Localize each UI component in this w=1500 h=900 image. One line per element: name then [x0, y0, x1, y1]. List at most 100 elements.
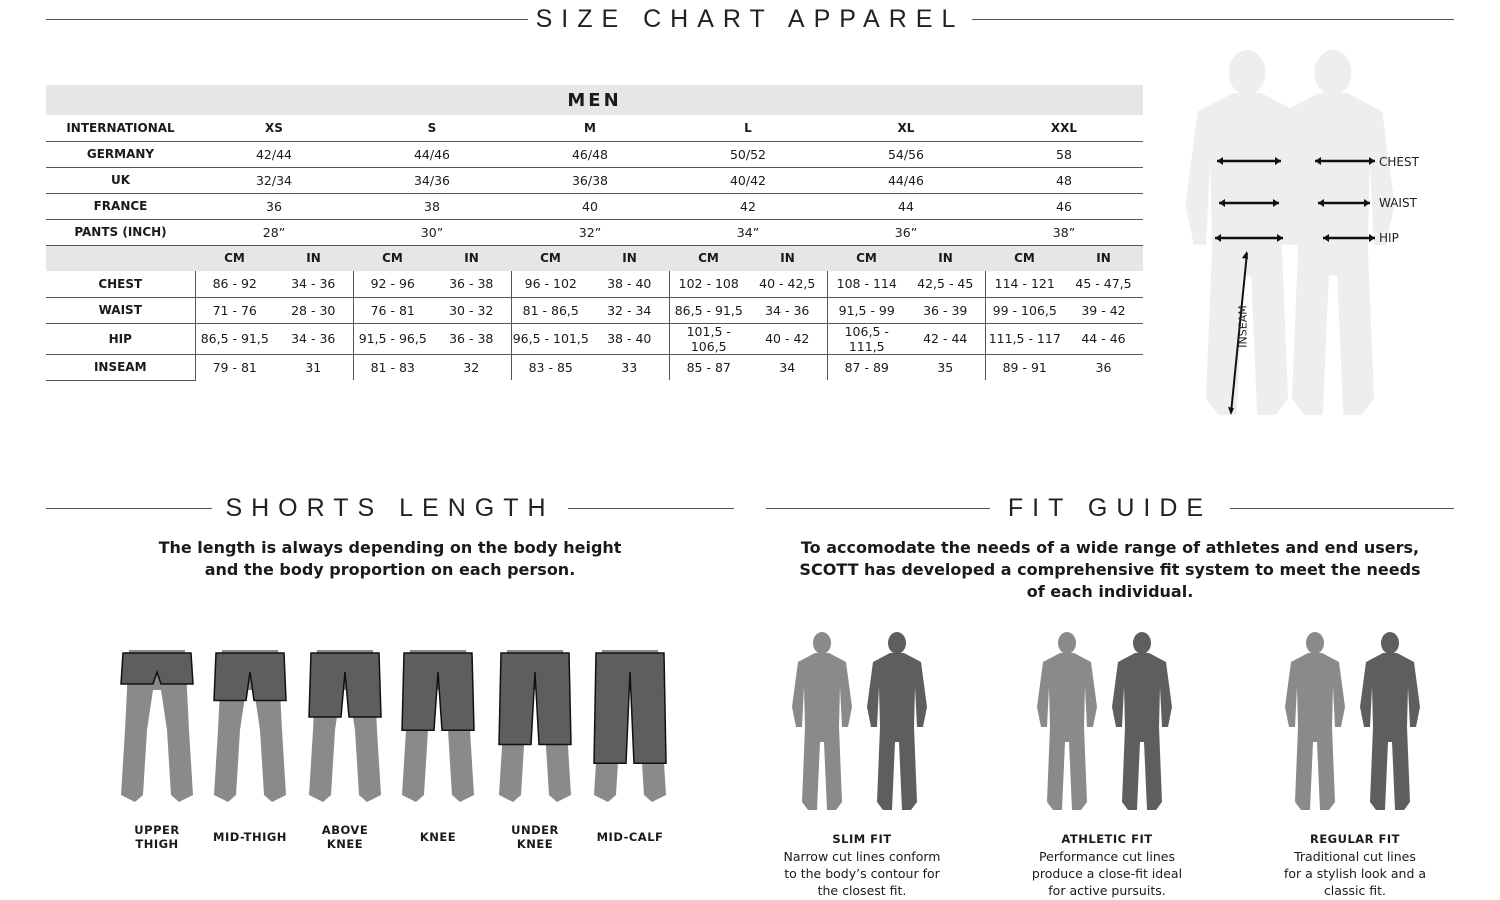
title-rule-right: [972, 19, 1454, 20]
fit-guide-title: FIT GUIDE: [1007, 494, 1213, 522]
table-cell: 34/36: [353, 167, 511, 194]
table-row: GERMANY 42/44 44/46 46/48 50/52 54/56 58: [46, 141, 1143, 168]
size-table: MEN INTERNATIONAL XS S M L XL XXL GERMANY 42/44 44…: [46, 85, 1143, 381]
fit-person-left-body: [1037, 653, 1097, 810]
fit-rule-right: [1230, 508, 1454, 509]
table-cell: 42,5 - 45: [906, 271, 985, 298]
unit-header: IN: [274, 245, 353, 271]
shorts-icon: [498, 652, 572, 746]
fit-person-right-head: [1133, 632, 1151, 654]
fit-desc-line: for active pursuits.: [1048, 883, 1166, 898]
fit-description: SLIM FIT Narrow cut lines conform to the b…: [762, 831, 962, 899]
table-cell: 36 - 38: [432, 323, 511, 355]
fit-desc-line: Performance cut lines: [1039, 849, 1175, 864]
table-cell: 34 - 36: [748, 297, 827, 324]
table-cell: 39 - 42: [1064, 297, 1143, 324]
table-cell: 36: [1095, 359, 1112, 375]
chest-label: CHEST: [1379, 155, 1419, 169]
table-cell: 28”: [195, 219, 353, 246]
table-cell: 91,5 - 96,5: [352, 323, 432, 355]
shorts-figure: [308, 650, 382, 802]
table-cell: 83 - 85: [510, 354, 590, 380]
row-label: INSEAM: [46, 354, 195, 381]
table-cell: 99 - 106,5: [984, 297, 1064, 324]
row-label: HIP: [46, 323, 195, 355]
fit-desc-line: Narrow cut lines conform: [783, 849, 941, 864]
table-cell: 42/44: [195, 141, 353, 168]
table-cell: 92 - 96: [352, 271, 432, 298]
table-cell: 101,5 - 106,5: [668, 323, 748, 355]
unit-header: CM: [353, 245, 432, 271]
table-cell: 44/46: [827, 167, 985, 194]
fit-person-left-body: [1285, 653, 1345, 810]
table-row: FRANCE 36 38 40 42 44 46: [46, 193, 1143, 220]
unit-header: IN: [748, 245, 827, 271]
fit-person-left-head: [1058, 632, 1076, 654]
shorts-figure: [401, 650, 475, 802]
fit-intro-line: To accomodate the needs of a wide range …: [800, 538, 1420, 557]
fit-desc-line: produce a close-fit ideal: [1031, 866, 1183, 881]
table-cell: 36: [195, 193, 353, 220]
table-cell: 40 - 42,5: [748, 271, 827, 298]
inseam-label: INSEAM: [1236, 305, 1250, 348]
table-cell: 81 - 86,5: [510, 297, 590, 324]
unit-header: CM: [985, 245, 1064, 271]
fit-desc-line: to the body’s contour for: [784, 866, 940, 881]
table-cell: 54/56: [827, 141, 985, 168]
fit-name: ATHLETIC FIT: [1061, 832, 1153, 846]
shorts-intro-line: and the body proportion on each person.: [204, 560, 576, 579]
fit-person-right-body: [867, 653, 927, 810]
table-heading: MEN: [46, 85, 1143, 115]
table-cell: 79 - 81: [194, 354, 274, 380]
table-cell: 33: [621, 359, 638, 375]
table-cell: 34 - 36: [274, 271, 353, 298]
table-cell: 44/46: [353, 141, 511, 168]
fit-desc-line: classic fit.: [1323, 883, 1387, 898]
table-cell: 114 - 121: [984, 271, 1064, 298]
shorts-figure: [213, 650, 287, 802]
unit-header: CM: [511, 245, 590, 271]
fit-desc-line: the closest fit.: [817, 883, 907, 898]
table-cell: 87 - 89: [826, 354, 906, 380]
table-cell: 31: [305, 359, 322, 375]
body-measurement-diagram: [1185, 50, 1395, 415]
back-figure-head: [1314, 50, 1352, 96]
shorts-rule-left: [46, 508, 212, 509]
table-cell: 46/48: [511, 141, 669, 168]
table-cell: 34”: [669, 219, 827, 246]
table-cell: 36”: [827, 219, 985, 246]
fit-person-right-head: [1381, 632, 1399, 654]
table-cell: 48: [985, 167, 1143, 194]
table-cell: 86,5 - 91,5: [194, 323, 274, 355]
size-header: S: [353, 115, 511, 142]
table-cell: 28 - 30: [274, 297, 353, 324]
fit-description: ATHLETIC FIT Performance cut lines produce…: [1007, 831, 1207, 899]
table-cell: 32/34: [195, 167, 353, 194]
table-row: HIP 86,5 - 91,5 34 - 36 91,5 - 96,5 36 - 38 9…: [46, 323, 1143, 355]
table-cell: 38: [353, 193, 511, 220]
front-figure-head: [1228, 50, 1266, 96]
table-cell: 36 - 39: [906, 297, 985, 324]
table-cell: 35: [937, 359, 954, 375]
fit-person-left-body: [792, 653, 852, 810]
table-cell: 106,5 - 111,5: [826, 323, 906, 355]
table-cell: 34: [779, 359, 796, 375]
shorts-icon: [120, 652, 194, 685]
table-cell: 91,5 - 99: [826, 297, 906, 324]
shorts-icon: [593, 652, 667, 764]
table-cell: 46: [985, 193, 1143, 220]
hip-label: HIP: [1379, 231, 1399, 245]
shorts-figure: [120, 650, 194, 802]
table-cell: 71 - 76: [194, 297, 274, 324]
table-cell: 96 - 102: [510, 271, 590, 298]
size-header: XL: [827, 115, 985, 142]
table-cell: 44 - 46: [1064, 323, 1143, 355]
title-rule-left: [46, 19, 528, 20]
table-cell: 32: [463, 359, 480, 375]
table-cell: 111,5 - 117: [984, 323, 1064, 355]
fit-person-right-head: [888, 632, 906, 654]
shorts-icon: [213, 652, 287, 702]
row-label: UK: [46, 167, 195, 194]
unit-header: IN: [1064, 245, 1143, 271]
table-cell: 36/38: [511, 167, 669, 194]
